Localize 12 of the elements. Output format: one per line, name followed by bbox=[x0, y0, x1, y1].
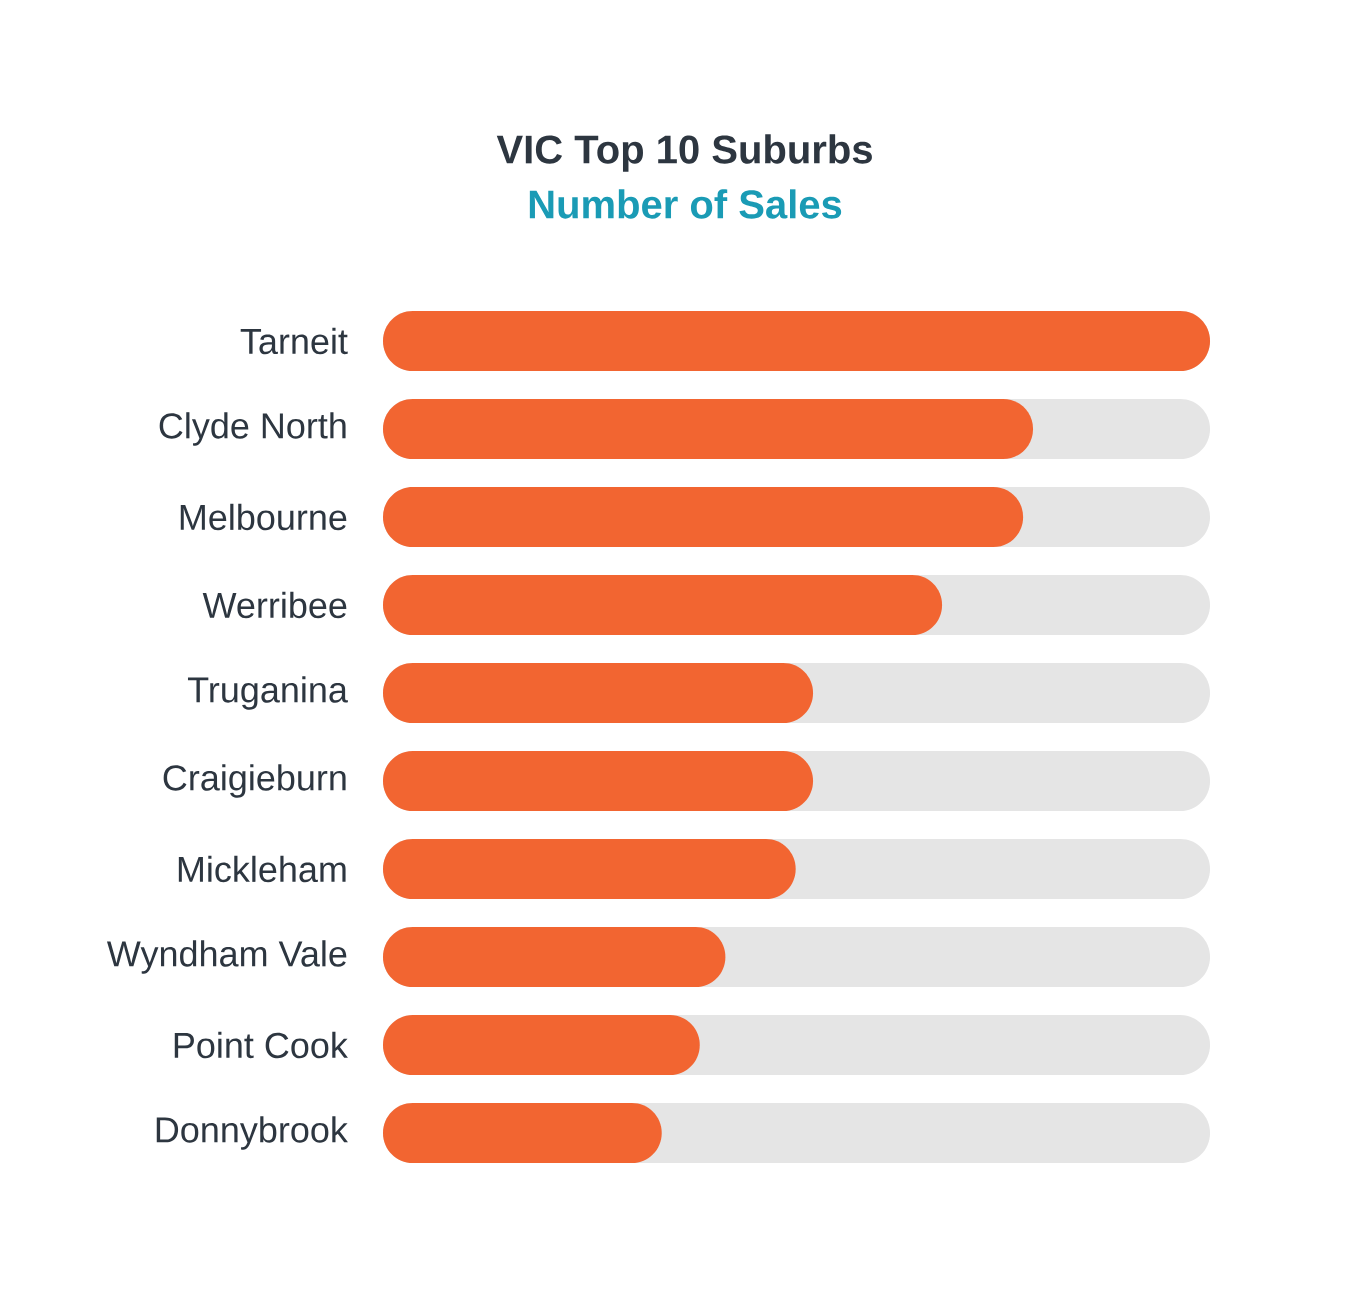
y-tick-label: Tarneit bbox=[240, 327, 348, 355]
y-tick-label: Point Cook bbox=[174, 1031, 348, 1059]
chart-subtitle: Number of Sales bbox=[529, 189, 842, 219]
y-tick-label: Craigieburn bbox=[163, 764, 346, 798]
y-tick-label: Clyde North bbox=[159, 412, 346, 446]
y-tick-label: Wyndham Vale bbox=[106, 940, 347, 974]
y-tick-label: Truganina bbox=[187, 676, 348, 710]
y-tick-label: Werribee bbox=[202, 591, 347, 619]
y-tick-label: Melbourne bbox=[180, 503, 347, 531]
chart-title: VIC Top 10 Suburbs bbox=[496, 134, 872, 172]
y-tick-label: Mickleham bbox=[178, 855, 346, 883]
y-tick-label: Donnybrook bbox=[156, 1116, 348, 1150]
